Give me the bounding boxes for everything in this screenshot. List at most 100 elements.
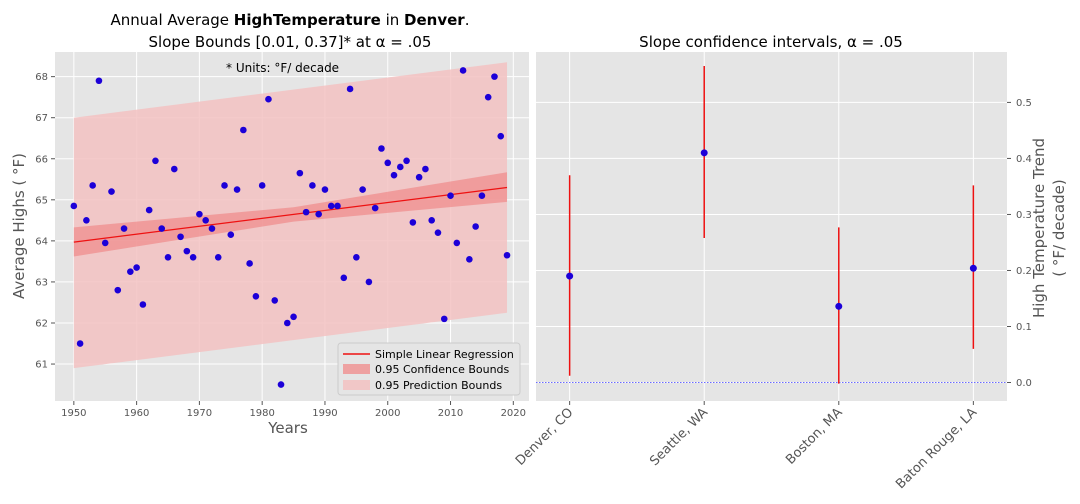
right-y-label-line1: High Temperature Trend bbox=[1030, 138, 1048, 318]
category-label: Seattle, WA bbox=[647, 405, 711, 469]
data-point bbox=[183, 247, 191, 255]
y-tick-label: 0.5 bbox=[1016, 98, 1032, 109]
data-point bbox=[315, 210, 322, 218]
y-tick-label: 0.3 bbox=[1016, 210, 1032, 221]
data-point bbox=[340, 274, 348, 282]
data-point bbox=[403, 157, 410, 165]
y-tick-label: 0.1 bbox=[1016, 322, 1032, 333]
data-point bbox=[221, 182, 228, 189]
y-tick-label: 61 bbox=[35, 360, 48, 371]
data-point bbox=[503, 251, 511, 259]
data-point bbox=[139, 301, 147, 308]
data-point bbox=[434, 229, 442, 236]
data-point bbox=[327, 202, 335, 210]
data-point bbox=[459, 67, 467, 74]
y-tick-label: 0.0 bbox=[1016, 378, 1032, 389]
x-tick-label: 1970 bbox=[187, 408, 212, 419]
data-point bbox=[177, 233, 184, 241]
data-point bbox=[415, 173, 423, 181]
slope-estimate-point bbox=[835, 302, 843, 310]
right-chart: Slope confidence intervals, α = .05 0.00… bbox=[513, 33, 1068, 492]
data-point bbox=[101, 239, 109, 247]
data-point bbox=[196, 210, 203, 218]
regression-line bbox=[73, 186, 508, 243]
data-point bbox=[240, 126, 247, 134]
y-tick-label: 65 bbox=[35, 195, 48, 206]
data-point bbox=[277, 381, 285, 388]
legend-label-confidence: 0.95 Confidence Bounds bbox=[375, 363, 510, 376]
data-point bbox=[70, 202, 78, 210]
x-tick-label: 1990 bbox=[312, 408, 337, 419]
data-point bbox=[497, 132, 505, 140]
data-point bbox=[302, 208, 310, 216]
category-label: Baton Rouge, LA bbox=[893, 405, 980, 492]
right-y-label-line2: ( °F/ decade) bbox=[1050, 179, 1068, 276]
left-y-ticks: 61 62 63 64 65 66 67 68 bbox=[35, 72, 55, 371]
y-tick-label: 63 bbox=[35, 277, 48, 288]
data-point bbox=[334, 202, 341, 210]
x-tick-label: 2020 bbox=[501, 408, 526, 419]
data-point bbox=[321, 186, 329, 193]
left-y-label: Average Highs ( °F) bbox=[10, 153, 28, 299]
data-point bbox=[208, 225, 216, 232]
data-point bbox=[233, 186, 241, 193]
right-y-ticks: 0.0 0.1 0.2 0.3 0.4 0.5 bbox=[1007, 98, 1032, 389]
legend-swatch-confidence bbox=[343, 364, 370, 374]
data-point bbox=[472, 223, 479, 230]
data-point bbox=[290, 313, 297, 321]
data-point bbox=[214, 253, 222, 261]
data-point bbox=[353, 253, 360, 261]
legend-label-prediction: 0.95 Prediction Bounds bbox=[375, 379, 502, 392]
data-point bbox=[265, 95, 272, 103]
data-point bbox=[346, 85, 354, 93]
left-title-line1: Annual Average HighTemperature in Denver… bbox=[111, 11, 470, 29]
left-annotation: * Units: °F/ decade bbox=[226, 61, 339, 75]
data-point bbox=[422, 165, 429, 173]
data-point bbox=[158, 225, 166, 232]
data-point bbox=[359, 186, 366, 193]
data-point bbox=[120, 225, 128, 232]
data-point bbox=[365, 278, 373, 286]
data-point bbox=[453, 239, 461, 247]
data-point bbox=[76, 340, 84, 347]
data-point bbox=[271, 297, 279, 304]
x-tick-label: 1960 bbox=[124, 408, 149, 419]
data-point bbox=[114, 286, 122, 294]
y-tick-label: 67 bbox=[35, 113, 48, 124]
category-label: Boston, MA bbox=[783, 405, 846, 468]
left-title-line2: Slope Bounds [0.01, 0.37]* at α = .05 bbox=[149, 33, 432, 51]
left-x-ticks: 1950 1960 1970 1980 1990 2000 2010 2020 bbox=[61, 401, 526, 419]
data-point bbox=[145, 206, 153, 214]
data-point bbox=[478, 192, 486, 200]
y-tick-label: 0.2 bbox=[1016, 266, 1032, 277]
data-point bbox=[108, 188, 115, 195]
data-point bbox=[371, 204, 379, 212]
data-point bbox=[189, 253, 197, 261]
data-point bbox=[252, 293, 260, 300]
data-point bbox=[127, 268, 134, 275]
data-point bbox=[246, 260, 253, 267]
data-point bbox=[466, 256, 473, 263]
legend-box bbox=[337, 342, 521, 396]
left-chart: Annual Average HighTemperature in Denver… bbox=[10, 11, 529, 437]
x-tick-label: 1950 bbox=[61, 408, 86, 419]
data-point bbox=[378, 145, 385, 152]
slope-estimate-point bbox=[566, 272, 574, 280]
left-legend: Simple Linear Regression 0.95 Confidence… bbox=[337, 342, 521, 396]
data-point bbox=[164, 253, 172, 261]
left-x-label: Years bbox=[267, 419, 308, 437]
y-tick-label: 68 bbox=[35, 72, 48, 83]
y-tick-label: 0.4 bbox=[1016, 154, 1032, 165]
right-plot-area bbox=[536, 52, 1007, 401]
data-point bbox=[170, 165, 178, 173]
legend-label-regression: Simple Linear Regression bbox=[375, 348, 514, 361]
right-title: Slope confidence intervals, α = .05 bbox=[639, 33, 903, 51]
data-point bbox=[440, 315, 448, 323]
data-point bbox=[258, 182, 266, 189]
data-point bbox=[227, 231, 235, 239]
slope-estimate-point bbox=[700, 149, 708, 157]
right-intervals bbox=[566, 66, 977, 384]
y-tick-label: 66 bbox=[35, 154, 48, 165]
data-point bbox=[296, 169, 304, 177]
y-tick-label: 64 bbox=[35, 236, 48, 247]
